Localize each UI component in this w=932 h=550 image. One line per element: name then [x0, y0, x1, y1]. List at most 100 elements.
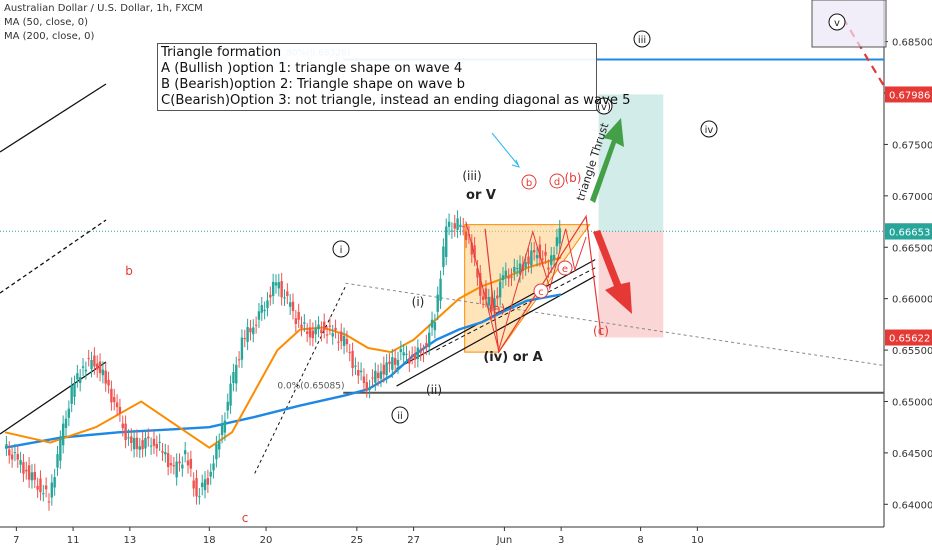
candle-body — [260, 305, 263, 313]
candle-body — [78, 377, 82, 384]
candle-body — [428, 332, 431, 347]
trendline-grey-dashed — [345, 282, 885, 366]
candle-body — [498, 281, 502, 298]
candle-body — [558, 228, 561, 244]
candle-body — [518, 263, 522, 275]
candle-body — [277, 282, 281, 289]
candle-body — [368, 387, 371, 391]
candle-body — [538, 244, 542, 259]
price-badge-3 — [885, 329, 932, 346]
target-zone — [598, 94, 664, 232]
candle-body — [365, 382, 368, 390]
candle-body — [445, 226, 448, 257]
trendline-dashed-left — [0, 219, 107, 294]
candle-body — [16, 453, 19, 460]
red-label-11: (a) — [489, 302, 506, 316]
x-tick-label-5: 25 — [350, 535, 363, 546]
candle-body — [223, 420, 227, 433]
candle-body — [84, 369, 88, 372]
triangle-note-box[interactable]: Triangle formation A (Bullish )option 1:… — [157, 43, 631, 111]
candle-body — [323, 321, 326, 331]
candle-body — [249, 328, 252, 333]
candle-body — [39, 478, 42, 493]
candle-body — [288, 302, 292, 307]
candle-body — [50, 482, 54, 498]
candle-body — [195, 478, 198, 497]
candle-body — [328, 325, 332, 327]
candle-body — [115, 402, 119, 408]
candle-body — [121, 423, 124, 429]
x-tick-label-7: Jun — [496, 535, 513, 546]
wave-label-circle-0 — [332, 240, 350, 258]
ma200-legend[interactable]: MA (200, close, 0) — [4, 31, 95, 42]
candle-body — [416, 347, 420, 360]
candle-body — [470, 242, 473, 255]
candle-body — [391, 357, 394, 370]
candle-body — [229, 383, 232, 406]
candle-body — [337, 341, 340, 343]
candle-body — [345, 338, 349, 345]
candle-body — [447, 221, 451, 227]
candle-body — [297, 311, 300, 320]
candle-body — [314, 328, 317, 335]
candle-body — [453, 223, 456, 229]
candle-body — [64, 418, 68, 428]
candle-body — [436, 294, 439, 312]
candle-body — [96, 363, 99, 370]
candle-body — [348, 352, 351, 354]
candle-body — [286, 291, 289, 296]
candle-body — [178, 461, 181, 464]
candle-body — [147, 436, 150, 439]
y-tick-label-4: 0.66000 — [892, 295, 932, 306]
candle-body — [410, 354, 414, 357]
candle-body — [155, 443, 159, 449]
y-tick-label-1: 0.64500 — [892, 449, 932, 460]
candle-body — [254, 324, 258, 326]
note-line-4: C(Bearish)Option 3: not triangle, instea… — [161, 93, 631, 108]
candle-body — [138, 446, 141, 450]
candle-body — [27, 465, 31, 480]
price-badge-label-0: 0.67986 — [889, 90, 930, 101]
candle-body — [189, 458, 193, 469]
candle-body — [152, 438, 156, 446]
candle-body — [473, 245, 476, 258]
wave-v-box — [811, 0, 887, 48]
price-axis-panel — [884, 0, 932, 550]
candle-body — [149, 445, 153, 447]
candle-body — [206, 477, 210, 485]
candle-body — [61, 423, 65, 446]
candle-body — [201, 482, 204, 488]
trendline-upper-left — [0, 83, 107, 153]
candle-body — [291, 301, 295, 312]
candle-body — [484, 288, 488, 300]
candle-body — [413, 354, 417, 360]
y-tick-label-7: 0.67500 — [892, 140, 932, 151]
candle-body — [203, 479, 207, 491]
ma200-line — [4, 293, 562, 449]
candle-body — [110, 388, 113, 403]
candle-body — [376, 372, 380, 379]
candle-body — [490, 296, 493, 312]
candle-body — [303, 322, 306, 324]
x-tick-label-4: 20 — [260, 535, 273, 546]
note-line-1: Triangle formation — [161, 45, 282, 60]
candle-body — [33, 471, 36, 480]
ma50-legend[interactable]: MA (50, close, 0) — [4, 17, 89, 28]
candle-body — [10, 454, 14, 460]
candle-body — [56, 454, 59, 468]
candle-body — [186, 460, 190, 466]
red-label-circle-17 — [557, 260, 573, 276]
candle-body — [218, 441, 221, 450]
candle-body — [283, 297, 286, 299]
channel-mid — [436, 267, 596, 351]
x-tick-label-1: 11 — [67, 535, 80, 546]
wave-label-6: (ii) — [426, 383, 442, 397]
candle-body — [425, 342, 428, 347]
candle-body — [464, 231, 468, 240]
candle-body — [362, 376, 366, 384]
candle-body — [450, 230, 454, 232]
candle-body — [13, 452, 17, 454]
candle-body — [263, 309, 266, 312]
